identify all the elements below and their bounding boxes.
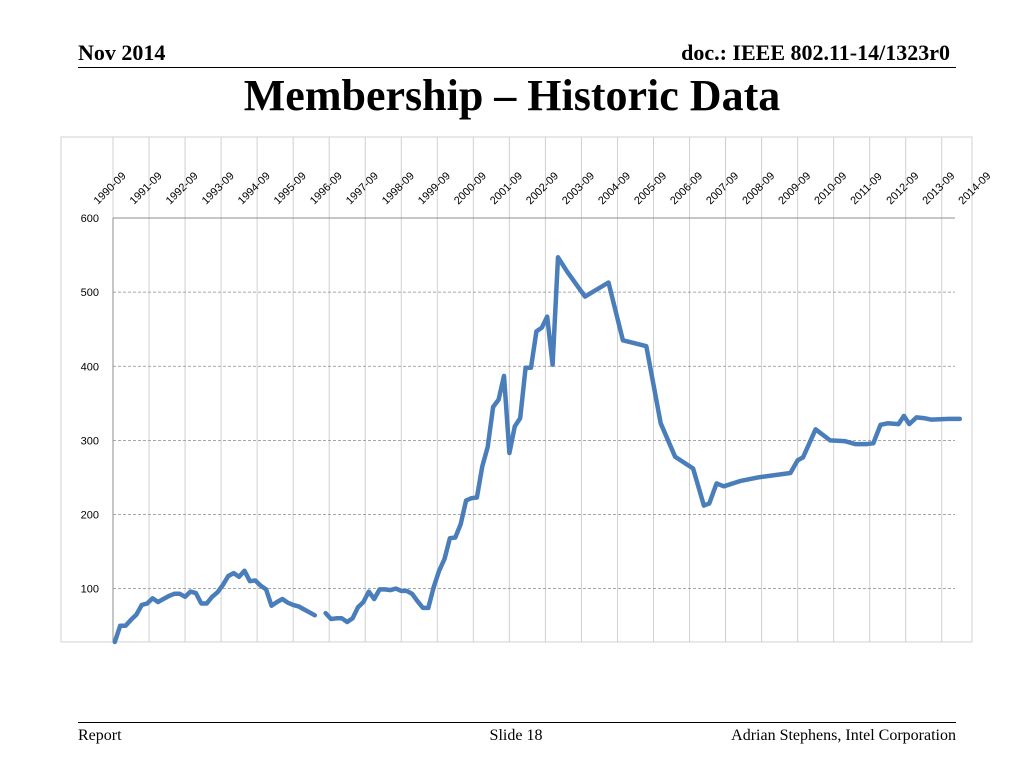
series-line-segment [323, 255, 963, 625]
header-doc-id: doc.: IEEE 802.11-14/1323r0 [681, 40, 950, 65]
slide-number: Slide 18 [489, 727, 543, 744]
y-tick-label: 600 [81, 213, 99, 225]
slide-title: Membership – Historic Data [243, 71, 781, 120]
footer-author: Adrian Stephens, Intel Corporation [731, 727, 956, 744]
chart-frame [60, 136, 973, 643]
y-tick-label: 100 [81, 584, 99, 596]
y-axis-tick-labels: 100 200 300 400 500 600 [81, 213, 99, 596]
vertical-gridlines [112, 137, 943, 642]
footer-divider [78, 722, 956, 723]
y-tick-label: 500 [81, 287, 99, 299]
membership-series [112, 255, 963, 645]
series-line-segment [112, 568, 318, 645]
y-tick-label: 400 [81, 361, 99, 373]
horizontal-gridlines [113, 217, 955, 590]
y-tick-label: 300 [81, 435, 99, 447]
header-divider [78, 67, 956, 68]
header-date: Nov 2014 [78, 40, 166, 65]
footer-label: Report [78, 727, 122, 744]
y-tick-label: 200 [81, 510, 99, 522]
